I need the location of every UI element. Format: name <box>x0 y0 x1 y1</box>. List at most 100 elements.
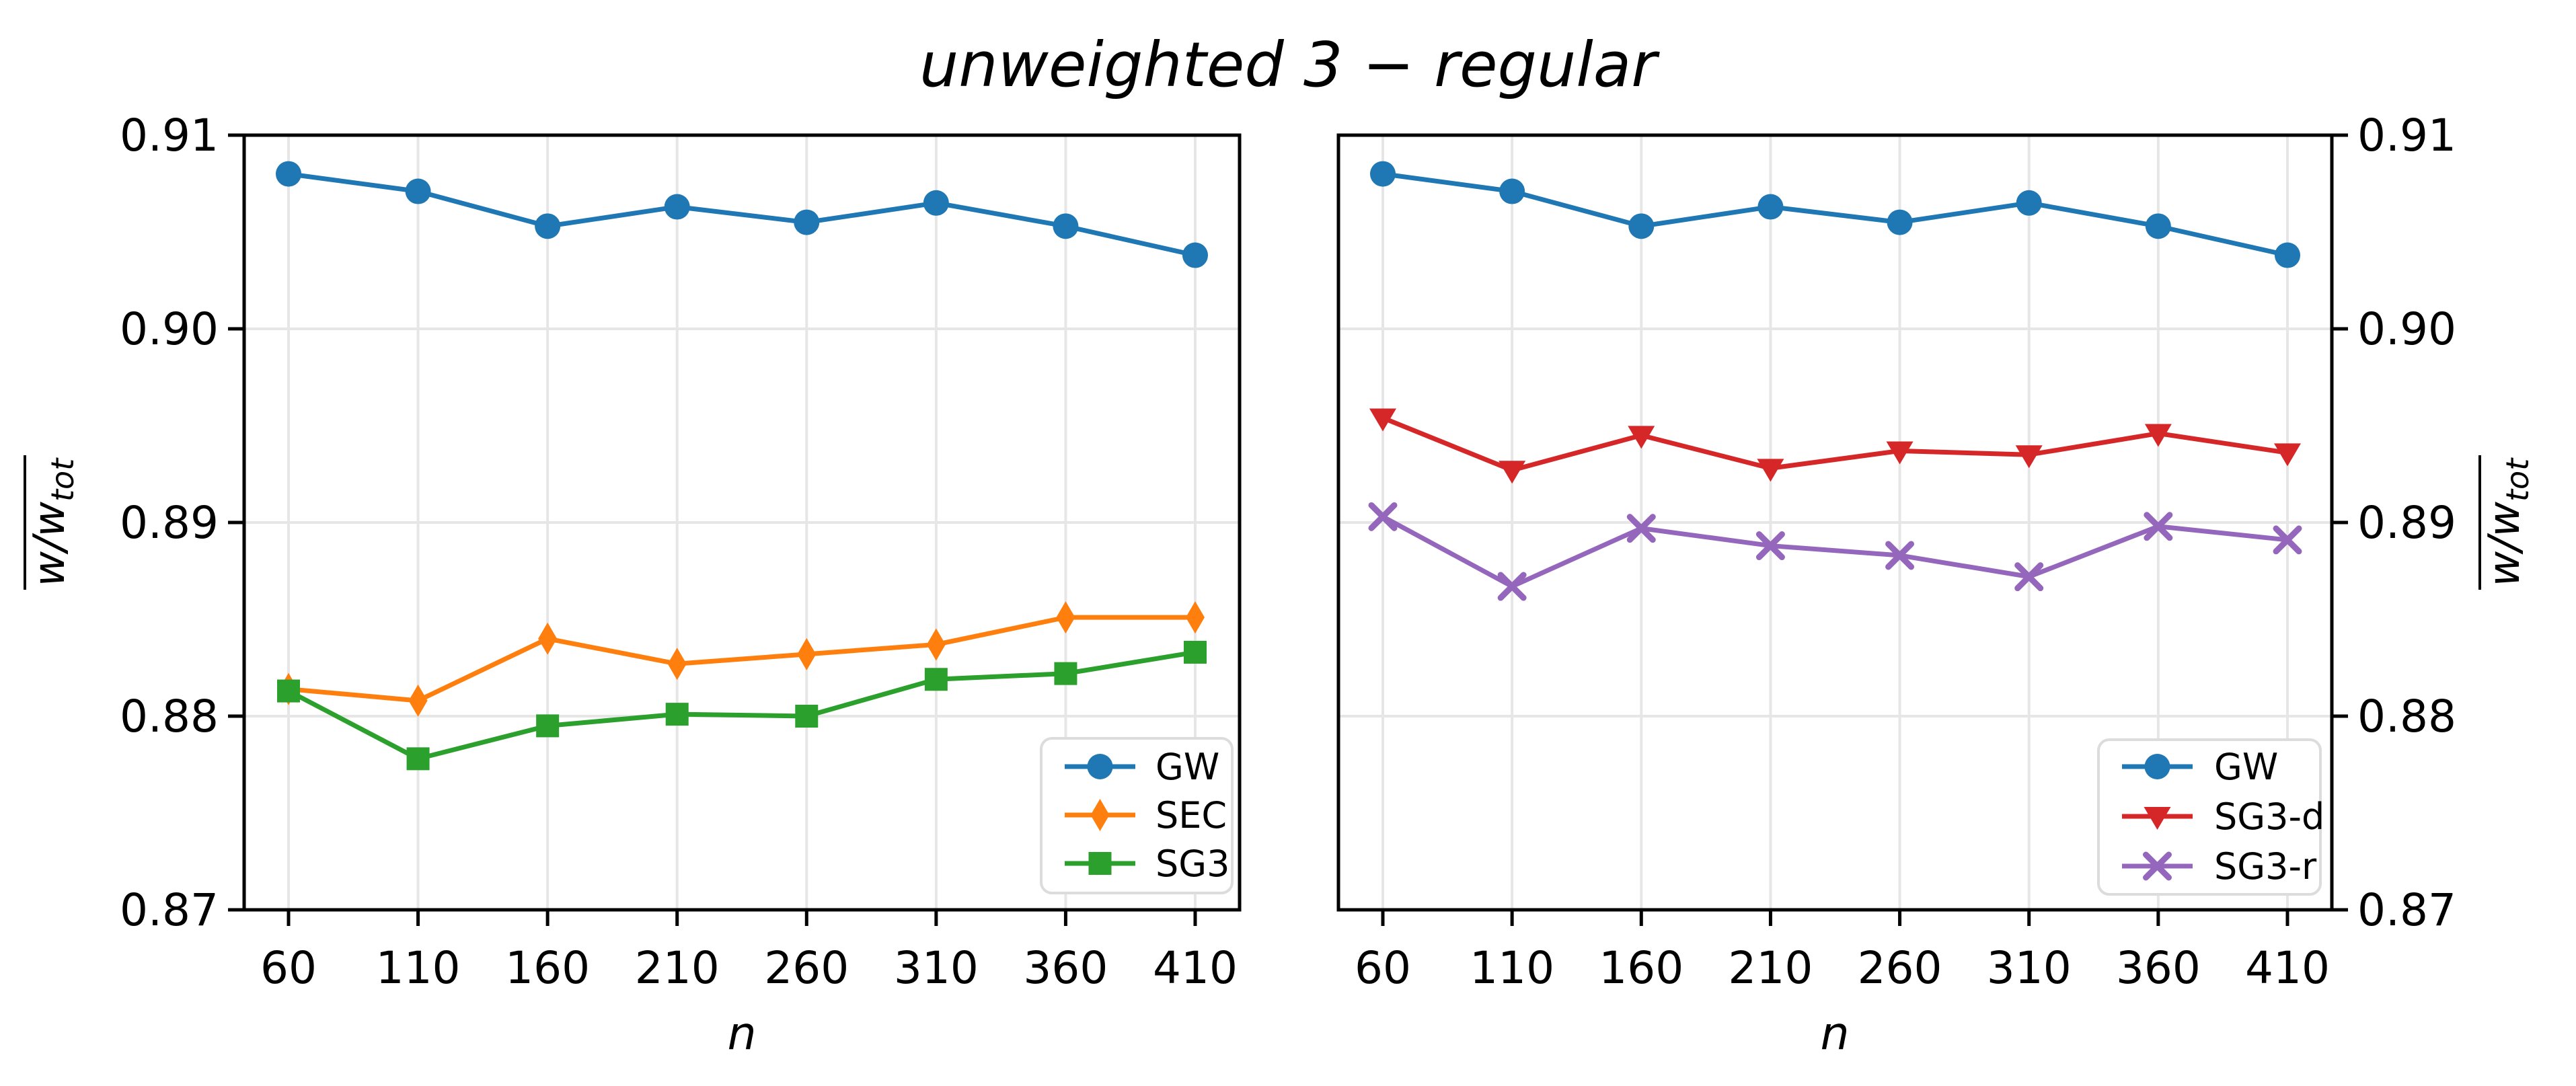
y-tick-label: 0.90 <box>120 303 219 355</box>
series-point-SEC <box>538 622 558 655</box>
series-point-SG3-r <box>2144 512 2173 541</box>
x-tick-label: 360 <box>2116 942 2201 994</box>
series-point-SEC <box>408 684 428 717</box>
x-tick-label: 410 <box>2245 942 2330 994</box>
legend-sample-marker-GW <box>1087 754 1113 779</box>
series-point-GW <box>405 178 431 204</box>
legend-right-label-1: SG3-d <box>2214 796 2324 838</box>
series-point-SEC <box>926 628 946 661</box>
legend-sample-marker-GW <box>2144 754 2170 779</box>
series-point-GW <box>664 194 690 220</box>
x-tick-label: 260 <box>764 942 849 994</box>
y-tick-label: 0.90 <box>2357 303 2456 355</box>
series-point-SG3-d <box>2144 424 2172 447</box>
series-point-GW <box>923 190 949 216</box>
series-point-GW <box>1499 178 1525 204</box>
panel-right-yticklabels: 0.87 0.88 0.89 0.90 0.91 <box>2357 110 2456 936</box>
series-point-SG3 <box>536 714 560 738</box>
legend-sample-marker-SG3 <box>1088 852 1112 875</box>
figure-title: unweighted 3 − regular <box>919 29 1660 101</box>
ylabel-left-text: w/wtot <box>25 457 81 586</box>
y-tick-label: 0.88 <box>120 691 219 742</box>
series-point-GW <box>1628 213 1655 239</box>
x-tick-label: 110 <box>1470 942 1554 994</box>
x-tick-label: 60 <box>1355 942 1411 994</box>
series-point-SG3-r <box>1368 502 1398 531</box>
series-point-SG3-r <box>2014 562 2044 592</box>
series-line-SG3-r <box>1381 514 2288 589</box>
series-point-SG3 <box>406 747 430 771</box>
series-line-SG3 <box>287 650 1196 761</box>
legend-right-samples <box>2122 754 2193 881</box>
panel-right-ticks <box>1381 133 2348 926</box>
panel-right-xticklabels: 60 110 160 210 260 310 360 410 <box>1355 942 2330 994</box>
ylabel-left: w/wtot <box>24 455 81 590</box>
panel-left: 60 110 160 210 260 310 360 410 0.87 0.88 0.89 0.90… <box>24 110 1242 1060</box>
series-point-GW <box>1757 194 1784 220</box>
series-point-SG3 <box>924 668 948 691</box>
x-tick-label: 210 <box>1728 942 1813 994</box>
series-point-SG3-d <box>2015 445 2043 469</box>
legend-sample-marker-SG3-d <box>2144 807 2171 830</box>
legend-left-samples <box>1065 754 1135 875</box>
x-tick-label: 210 <box>635 942 720 994</box>
series-line-SEC <box>288 615 1195 703</box>
series-point-SG3-d <box>1499 461 1526 484</box>
series-point-SG3-d <box>1628 426 1655 449</box>
xlabel-right: n <box>1820 1007 1849 1060</box>
x-tick-label: 310 <box>1987 942 2072 994</box>
y-tick-label: 0.89 <box>120 497 219 549</box>
y-tick-label: 0.91 <box>2357 110 2456 161</box>
series-point-SG3-r <box>2273 525 2302 555</box>
y-tick-label: 0.87 <box>2357 884 2456 936</box>
panel-left-ticks <box>228 133 1197 926</box>
ylabel-right: w/wtot <box>2478 455 2536 590</box>
panel-left-yticklabels: 0.87 0.88 0.89 0.90 0.91 <box>120 110 219 936</box>
legend-right-label-0: GW <box>2214 746 2278 788</box>
series-point-SG3-r <box>1497 572 1527 601</box>
series-point-GW <box>2275 242 2300 268</box>
legend-left-label-2: SG3 <box>1156 843 1229 885</box>
series-point-GW <box>1887 209 1913 235</box>
series-point-SG3-r <box>1755 531 1785 561</box>
legend-right: GW SG3-d SG3-r <box>2097 738 2324 896</box>
series-point-SG3 <box>665 703 689 726</box>
y-tick-label: 0.89 <box>2357 497 2456 549</box>
series-point-SG3 <box>1054 662 1077 685</box>
series-point-SG3 <box>1184 640 1207 664</box>
x-tick-label: 160 <box>505 942 590 994</box>
x-tick-label: 160 <box>1599 942 1683 994</box>
series-line-GW <box>1382 171 2288 258</box>
series-point-SG3 <box>277 679 300 703</box>
legend-left-label-1: SEC <box>1156 794 1227 837</box>
x-tick-label: 310 <box>894 942 979 994</box>
series-point-GW <box>1370 161 1396 187</box>
y-tick-label: 0.91 <box>120 110 219 161</box>
xlabel-left: n <box>727 1007 756 1060</box>
series-point-SG3-d <box>2274 443 2301 467</box>
series-point-SEC <box>667 648 687 681</box>
series-point-GW <box>2016 190 2042 216</box>
panel-right-series <box>1368 161 2302 601</box>
ylabel-right-text: w/wtot <box>2480 457 2536 586</box>
legend-right-label-2: SG3-r <box>2214 845 2317 888</box>
x-tick-label: 110 <box>376 942 461 994</box>
panel-left-series <box>276 161 1208 771</box>
legend-sample-marker-SEC <box>1090 799 1110 831</box>
series-point-SG3 <box>795 705 819 728</box>
series-point-SG3-r <box>1885 541 1915 570</box>
series-point-GW <box>535 213 561 239</box>
series-point-SG3-d <box>1757 459 1784 482</box>
panel-left-xticklabels: 60 110 160 210 260 310 360 410 <box>260 942 1238 994</box>
panel-right: 60 110 160 210 260 310 360 410 0.87 0.88 0.89 0.90… <box>1336 110 2536 1060</box>
x-tick-label: 60 <box>260 942 317 994</box>
series-point-SG3-d <box>1886 441 1914 465</box>
series-point-GW <box>1182 242 1208 268</box>
series-point-SEC <box>1056 601 1075 634</box>
x-tick-label: 260 <box>1858 942 1942 994</box>
x-tick-label: 410 <box>1153 942 1238 994</box>
series-point-SG3-d <box>1369 408 1396 432</box>
series-point-SEC <box>1186 601 1205 634</box>
